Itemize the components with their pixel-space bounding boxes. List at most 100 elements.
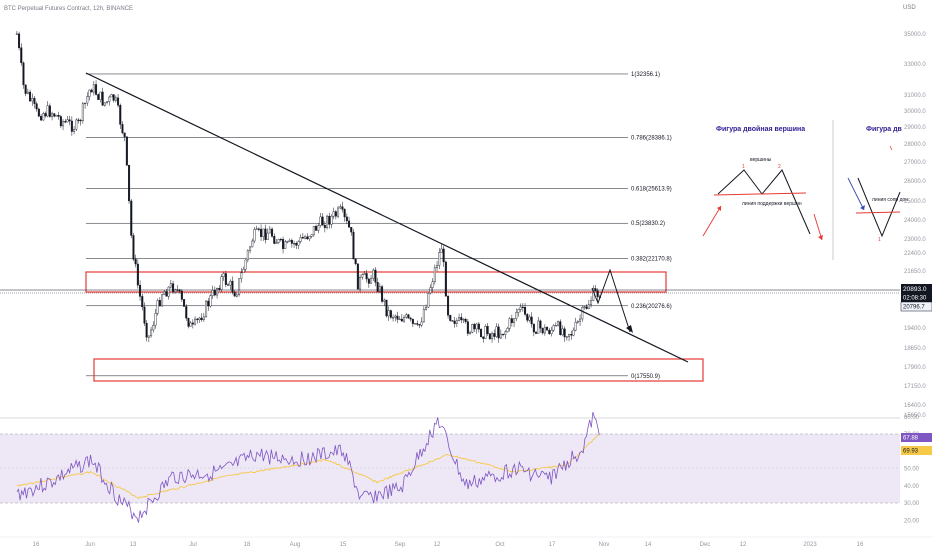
candle-body [374, 269, 377, 283]
candle-body [572, 329, 575, 336]
fib-level-label: 0.382(22170.8) [631, 257, 672, 263]
candle-body [594, 288, 597, 292]
candle-body [532, 323, 535, 333]
candle-body [354, 258, 357, 264]
candle-body [165, 291, 168, 297]
candle-body [339, 206, 342, 209]
candle-body [477, 323, 480, 330]
candle-body [451, 320, 454, 322]
candle-body [202, 316, 205, 321]
candle-body [114, 97, 117, 101]
double-bottom-resistance-line [855, 211, 901, 214]
price-tick-label: 17900.0 [904, 365, 926, 371]
double-top-arrow-up [702, 205, 722, 237]
time-tick-label: 16 [33, 542, 40, 548]
candle-body [180, 290, 183, 300]
candle-body [383, 299, 386, 302]
candle-body [174, 289, 177, 293]
candle-body [466, 321, 469, 334]
candle-body [563, 328, 566, 338]
candle-body [480, 329, 483, 338]
rsi-line [16, 411, 600, 523]
double-bottom-annotation[interactable]: Фигура дв линия сопр дон 1 [847, 126, 908, 243]
candle-body [33, 98, 36, 104]
time-tick-label: 12 [434, 542, 441, 548]
candle-body [528, 316, 531, 321]
candle-body [121, 124, 124, 134]
support-zone[interactable] [93, 358, 704, 382]
candle-body [387, 310, 390, 317]
candle-body [257, 228, 260, 230]
candle-body [152, 324, 155, 331]
candle-body [26, 91, 29, 94]
descending-trendline[interactable] [85, 72, 689, 363]
time-tick-label: Jul [189, 542, 197, 548]
double-top-arrow-down [813, 213, 823, 241]
candle-body [271, 228, 274, 237]
candle-body [229, 280, 232, 286]
rsi-value: 67.88 [903, 436, 919, 442]
rsi-ma-badge [901, 446, 932, 455]
price-axis[interactable]: 35000.0 33000.0 31000.0 30000.0 29000.0 28000… [904, 32, 926, 419]
candle-body [154, 313, 157, 326]
fib-level-label: 0.786(28386.1) [631, 135, 672, 141]
candle-body [161, 294, 164, 307]
candle-body [515, 312, 518, 319]
candle-body [95, 84, 98, 95]
fibonacci-retracement[interactable]: 1(32356.1) 0.786(28386.1) 0.618(25613.9) 0.… [86, 72, 672, 380]
chart-title: BTC Perpetual Futures Contract, 12h, BIN… [4, 6, 133, 12]
rsi-value-badge [901, 433, 932, 442]
candle-body [24, 84, 27, 94]
rsi-pane[interactable] [16, 411, 600, 523]
candle-body [249, 246, 252, 251]
time-axis[interactable]: 16 Jun 13 Jul 18 Aug 15 Sep 12 Oct 17 Nov 14 Dec 12 202… [33, 542, 864, 548]
double-top-top1: 1 [742, 164, 745, 170]
candle-body [429, 287, 432, 294]
candle-body [218, 288, 221, 290]
candle-body [436, 265, 439, 269]
candle-body [323, 225, 326, 228]
candle-body [260, 229, 263, 237]
time-tick-label: 17 [549, 542, 556, 548]
candle-body [139, 284, 142, 297]
candle-body [169, 283, 172, 288]
candle-body [427, 293, 430, 308]
candle-body [37, 108, 40, 117]
candle-body [48, 105, 51, 117]
candle-body [110, 94, 113, 98]
candle-body [253, 229, 256, 242]
candle-body [101, 91, 104, 106]
candle-body [330, 216, 333, 225]
candle-body [530, 316, 533, 325]
price-tick-label: 35000.0 [904, 32, 926, 38]
candle-body [207, 300, 210, 307]
double-top-tops-label: вершины [750, 157, 772, 163]
candle-body [53, 113, 56, 117]
candle-body [590, 300, 593, 305]
candle-body [469, 332, 472, 334]
candle-body [92, 84, 95, 93]
candle-body [209, 295, 212, 307]
candle-body [284, 241, 287, 249]
candle-body [134, 259, 137, 265]
candle-body [455, 320, 458, 324]
candle-body [473, 324, 476, 330]
candle-body [57, 115, 60, 117]
candle-body [464, 318, 467, 322]
candle-body [447, 295, 450, 316]
projection-path[interactable] [591, 268, 631, 333]
fib-level-label: 0(17550.9) [631, 374, 660, 380]
price-tick-label: 27000.0 [904, 160, 926, 166]
candle-body [125, 136, 128, 166]
candle-body [359, 277, 362, 290]
candle-body [213, 289, 216, 296]
candle-body [581, 307, 584, 320]
candle-body [398, 318, 401, 321]
candle-body [326, 215, 329, 228]
candle-body [546, 327, 549, 331]
candle-body [442, 248, 445, 263]
candle-body [348, 220, 351, 228]
candle-body [400, 318, 403, 322]
double-top-annotation[interactable]: Фигура двойная вершина вершины 1 2 линия… [702, 125, 823, 241]
